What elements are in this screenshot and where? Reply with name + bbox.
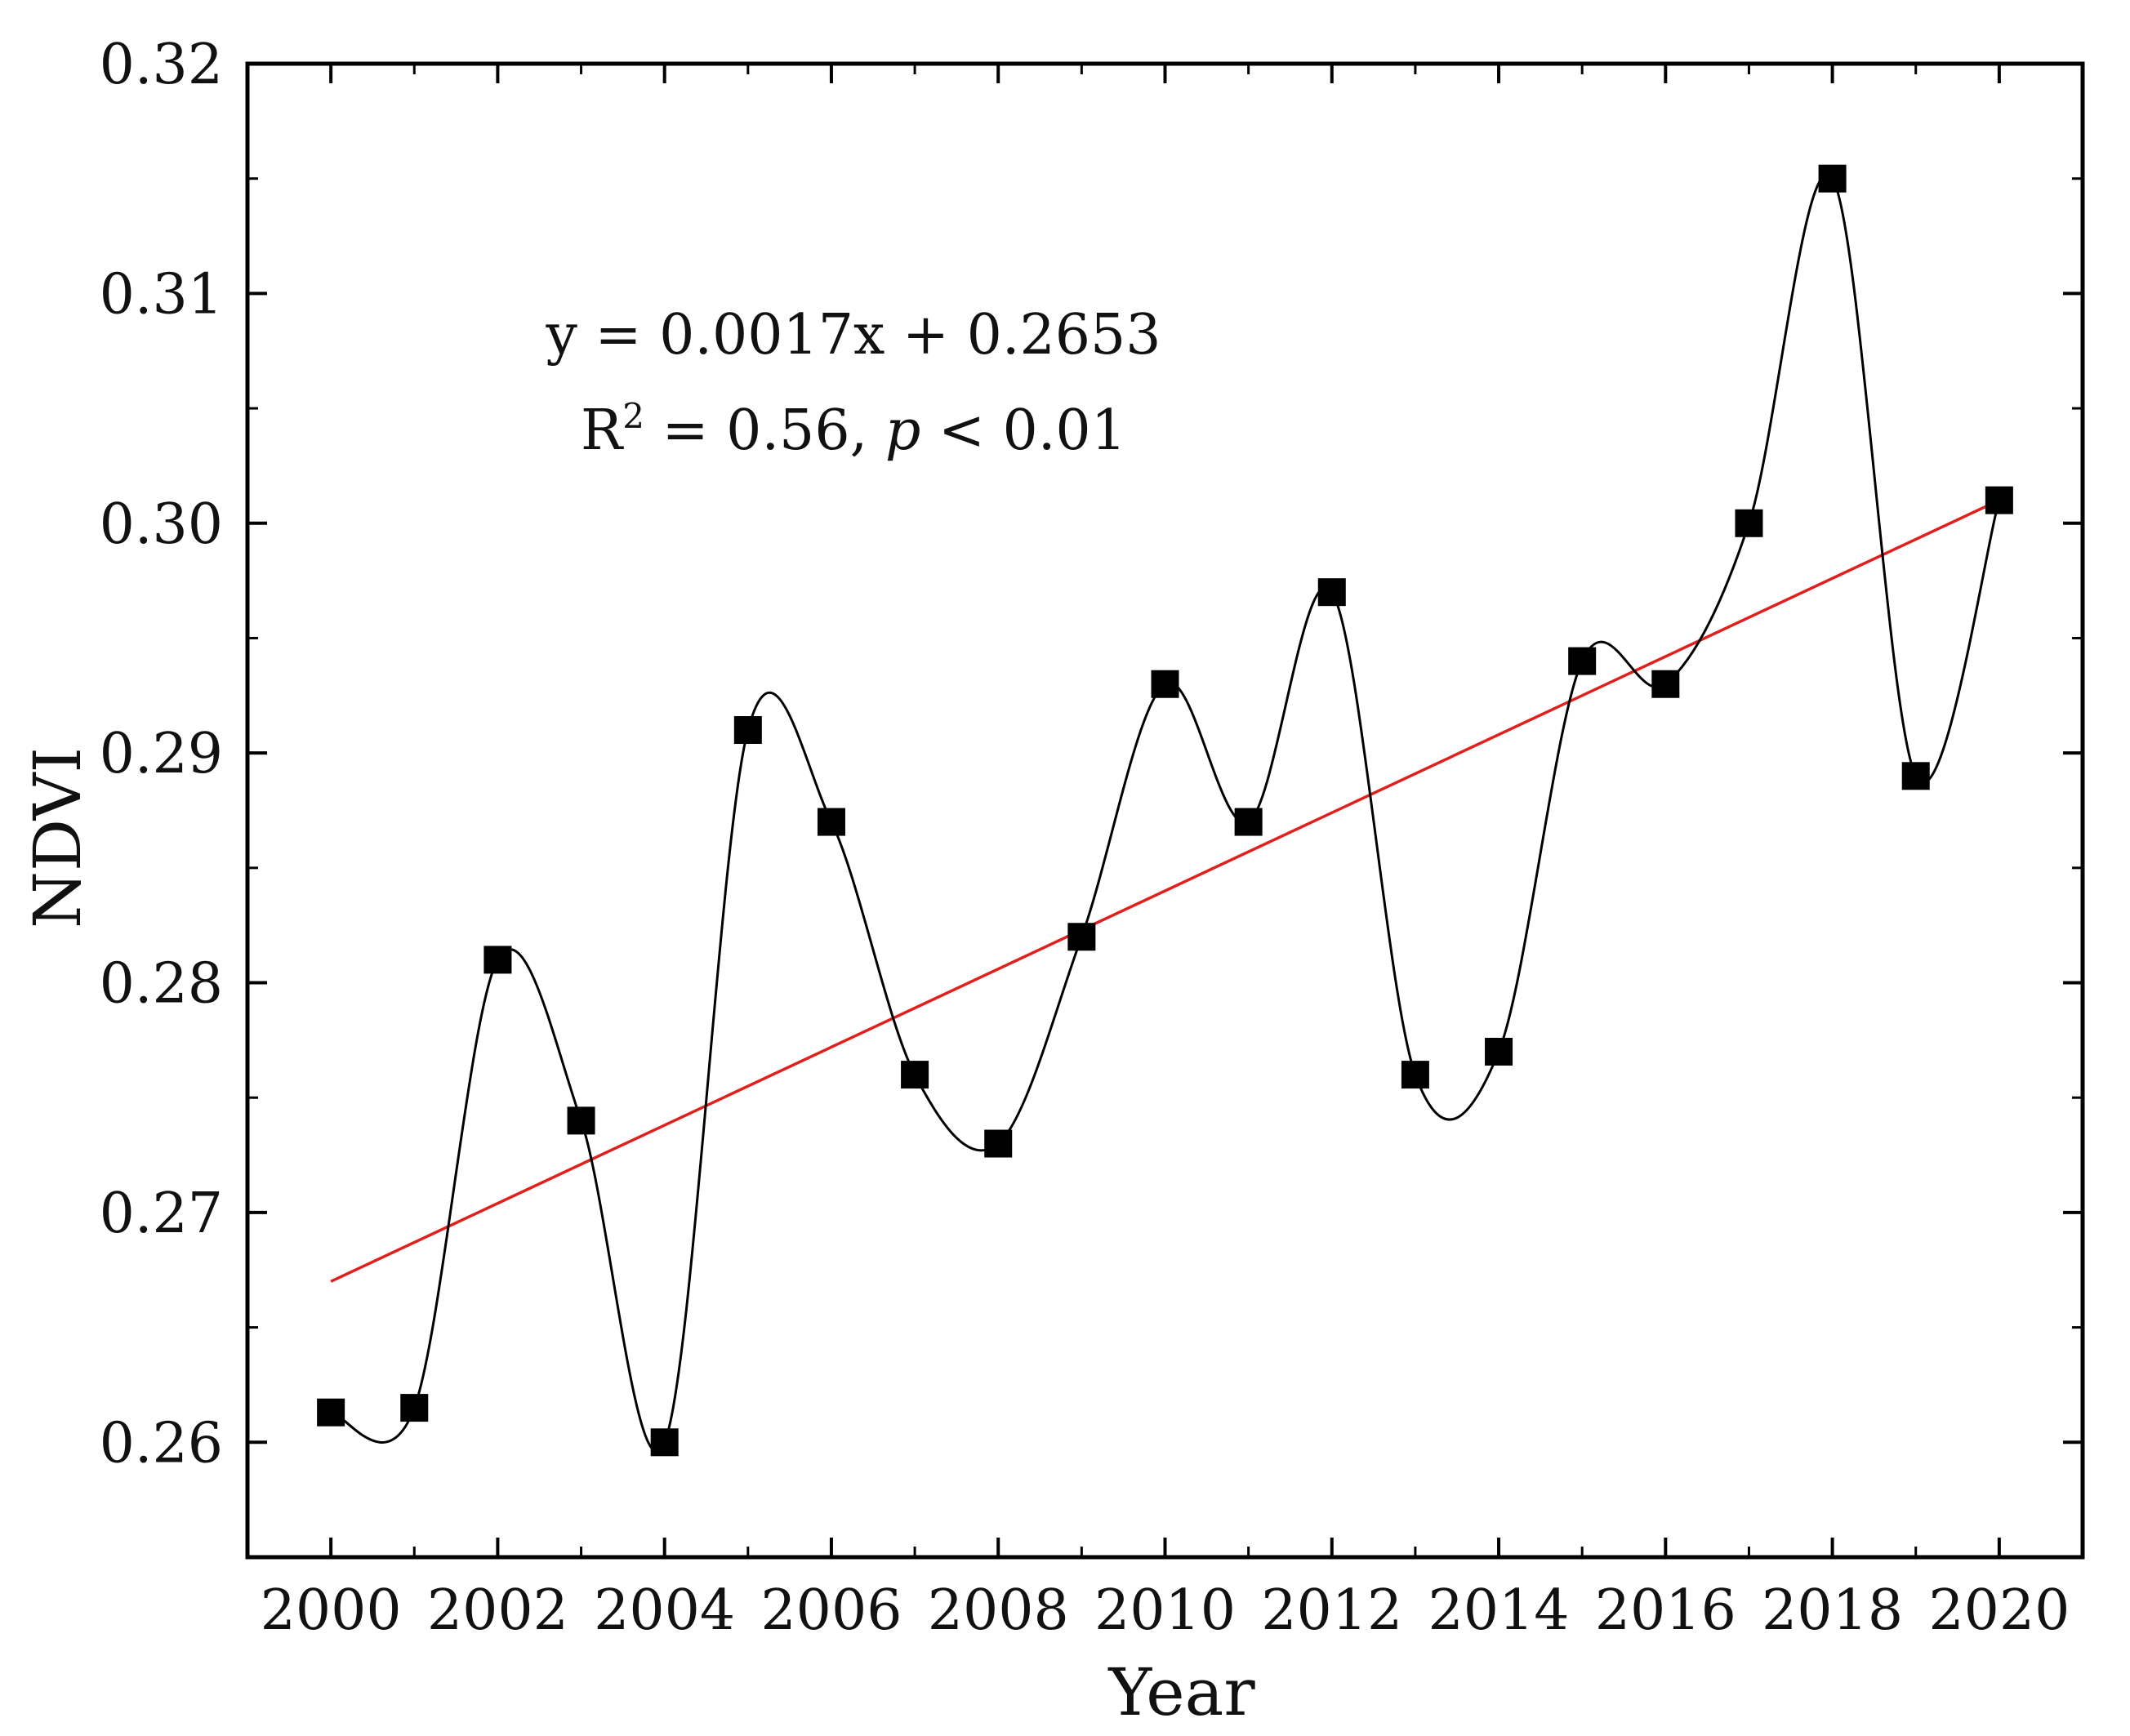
y-tick-label: 0.29: [100, 722, 223, 786]
data-point-marker: [317, 1398, 345, 1427]
x-tick-label: 2016: [1595, 1578, 1736, 1643]
y-tick-label: 0.28: [100, 952, 223, 1017]
equation-annotation: y = 0.0017x + 0.2653: [545, 303, 1161, 367]
data-point-marker: [1818, 164, 1847, 193]
y-tick-label: 0.31: [100, 262, 223, 327]
data-point-marker: [1067, 923, 1096, 951]
r2-superscript: 2: [622, 396, 644, 436]
data-point-marker: [1151, 670, 1179, 698]
y-tick-label: 0.27: [100, 1182, 223, 1246]
x-tick-label: 2012: [1261, 1578, 1402, 1643]
x-tick-label: 2004: [594, 1578, 735, 1643]
y-axis-title: NDVI: [20, 747, 96, 928]
r2-annotation: R2 = 0.56, p < 0.01: [581, 396, 1126, 463]
x-tick-label: 2006: [760, 1578, 902, 1643]
data-point-marker: [1317, 578, 1346, 607]
data-point-marker: [733, 716, 762, 745]
data-point-marker: [984, 1129, 1013, 1158]
data-point-marker: [1651, 670, 1680, 698]
data-point-marker: [400, 1394, 429, 1422]
data-point-marker: [1985, 486, 2013, 514]
r2-value: = 0.56,: [644, 398, 885, 463]
r2-prefix: R: [581, 398, 624, 463]
data-point-marker: [567, 1106, 595, 1135]
data-point-marker: [1901, 762, 1930, 790]
data-point-marker: [650, 1428, 679, 1457]
data-point-marker: [1485, 1037, 1513, 1066]
p-value: < 0.01: [920, 398, 1126, 463]
data-point-marker: [1401, 1061, 1429, 1089]
x-tick-label: 2002: [427, 1578, 568, 1643]
trend-line: [330, 499, 2000, 1283]
y-tick-label: 0.26: [100, 1411, 223, 1476]
data-point-marker: [817, 808, 845, 836]
x-tick-label: 2010: [1094, 1578, 1236, 1643]
data-point-marker: [1234, 808, 1263, 836]
p-letter: p: [885, 398, 921, 463]
y-tick-label: 0.30: [100, 492, 223, 557]
x-tick-label: 2008: [928, 1578, 1069, 1643]
x-tick-label: 2014: [1428, 1578, 1570, 1643]
data-point-marker: [1568, 647, 1597, 675]
plot-frame: [245, 61, 2085, 1560]
x-tick-label: 2000: [261, 1578, 402, 1643]
y-tick-label: 0.32: [100, 33, 223, 97]
x-tick-label: 2018: [1762, 1578, 1903, 1643]
ndvi-smooth-curve: [330, 173, 2001, 1453]
x-axis-title: Year: [1107, 1654, 1255, 1730]
x-tick-label: 2020: [1928, 1578, 2070, 1643]
data-point-marker: [1735, 509, 1763, 537]
data-point-marker: [901, 1061, 929, 1089]
data-point-marker: [483, 946, 512, 974]
